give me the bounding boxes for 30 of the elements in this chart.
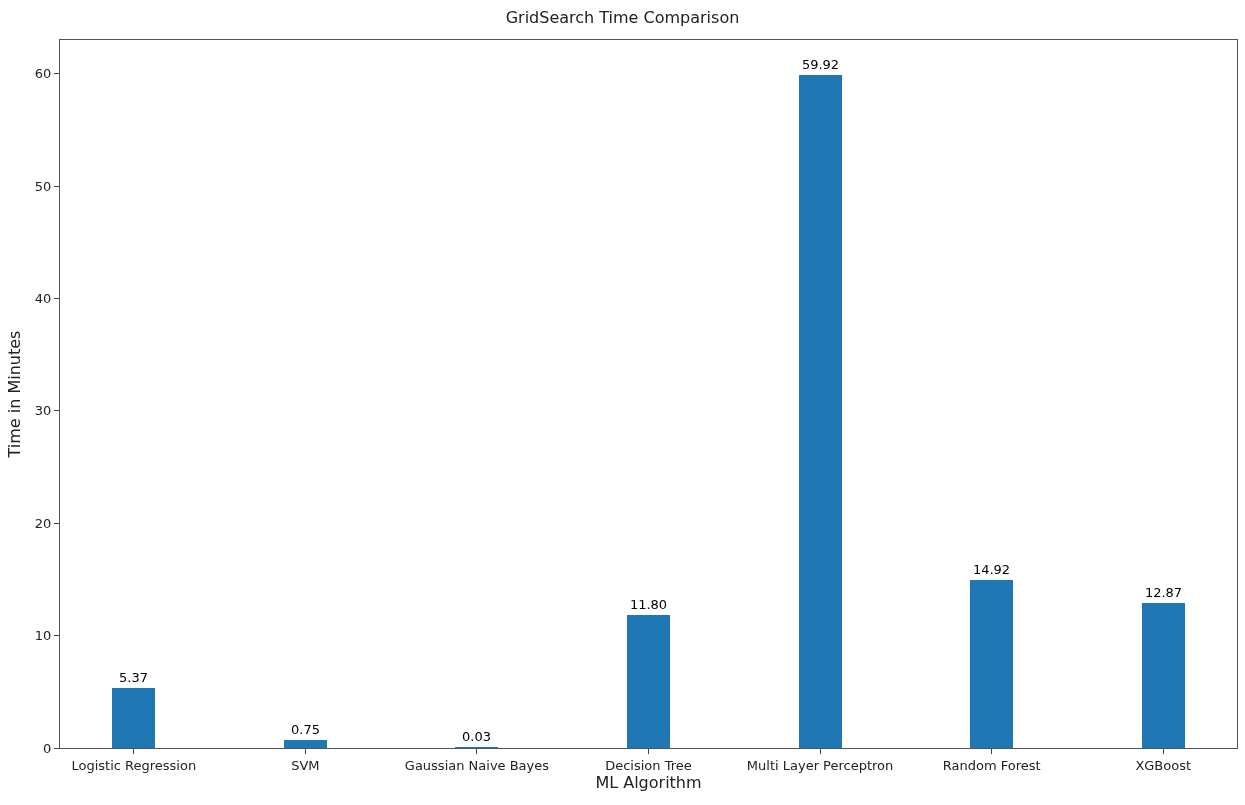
- bar: [284, 740, 327, 748]
- y-tick-label: 20: [34, 515, 52, 531]
- y-tick-label: 40: [34, 291, 52, 307]
- y-tick-label: 30: [34, 403, 52, 419]
- x-tick-label: Random Forest: [942, 757, 1041, 773]
- y-tick-label: 10: [34, 628, 52, 644]
- bar: [1142, 603, 1185, 748]
- bar: [799, 75, 842, 748]
- x-tick-label: Gaussian Naive Bayes: [404, 757, 550, 773]
- y-tick-label: 60: [34, 66, 52, 82]
- x-tick-label: Multi Layer Perceptron: [746, 757, 894, 773]
- data-label: 11.80: [629, 597, 668, 612]
- bar: [627, 615, 670, 748]
- bar: [970, 580, 1013, 748]
- data-label: 5.37: [119, 670, 148, 685]
- data-label: 12.87: [1144, 585, 1183, 600]
- x-axis-title: ML Algorithm: [595, 772, 702, 792]
- x-tick-label: Decision Tree: [605, 757, 692, 773]
- data-label: 59.92: [801, 57, 840, 72]
- x-tick-label: SVM: [291, 757, 320, 773]
- y-tick-label: 0: [43, 740, 52, 756]
- x-tick-label: Logistic Regression: [71, 757, 197, 773]
- chart-title: GridSearch Time Comparison: [505, 8, 740, 28]
- bar: [112, 688, 155, 748]
- x-tick-label: XGBoost: [1135, 757, 1192, 773]
- data-label: 14.92: [972, 562, 1011, 577]
- y-axis-title: Time in Minutes: [4, 330, 24, 459]
- data-label: 0.75: [291, 722, 320, 737]
- y-tick-label: 50: [34, 178, 52, 194]
- data-label: 0.03: [462, 729, 491, 744]
